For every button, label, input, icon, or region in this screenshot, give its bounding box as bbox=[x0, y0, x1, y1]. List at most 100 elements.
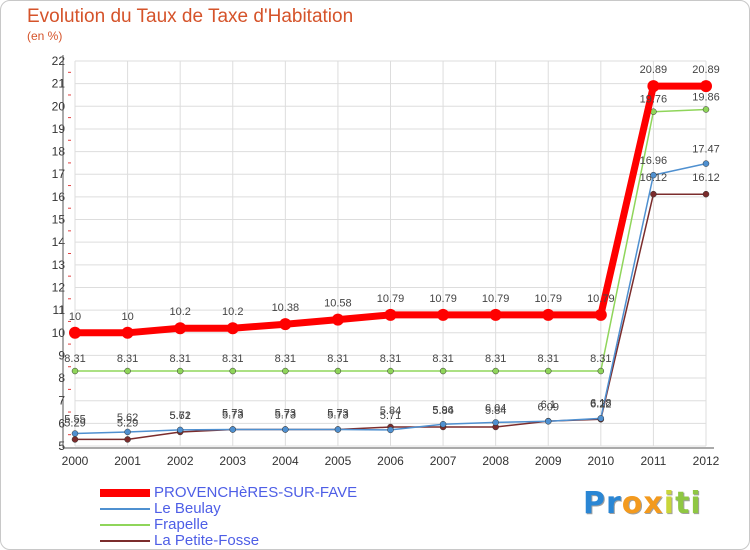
x-tick-label: 2002 bbox=[167, 454, 194, 468]
y-tick-label: 12 bbox=[52, 280, 66, 294]
y-tick-label: 8 bbox=[58, 371, 65, 385]
x-tick-label: 2001 bbox=[114, 454, 141, 468]
legend-label: Le Beulay bbox=[154, 500, 221, 517]
y-tick-label: 17 bbox=[52, 167, 66, 181]
x-tick-label: 2007 bbox=[430, 454, 457, 468]
logo-letter: r bbox=[606, 486, 622, 521]
data-label-2: 8.31 bbox=[327, 353, 348, 365]
data-label-0: 10.79 bbox=[482, 293, 510, 305]
data-label-0: 10.2 bbox=[169, 306, 190, 318]
y-tick-label: 11 bbox=[53, 303, 66, 317]
series-point-2 bbox=[334, 367, 342, 375]
data-label-2: 8.31 bbox=[222, 353, 243, 365]
logo-letter: i bbox=[690, 486, 702, 521]
x-tick-label: 2004 bbox=[272, 454, 299, 468]
series-point-3 bbox=[71, 436, 79, 443]
data-label-1: 5.73 bbox=[222, 409, 243, 421]
series-point-0 bbox=[542, 308, 555, 321]
data-label-0: 10.58 bbox=[324, 298, 352, 310]
series-point-3 bbox=[650, 190, 657, 198]
data-label-3: 5.29 bbox=[117, 417, 138, 429]
data-label-1: 5.62 bbox=[117, 412, 138, 424]
data-label-1: 6.22 bbox=[590, 398, 611, 410]
data-label-3: 6.18 bbox=[590, 397, 611, 409]
legend-swatch bbox=[100, 489, 150, 497]
series-point-1 bbox=[702, 160, 710, 167]
data-label-3: 5.84 bbox=[485, 405, 506, 417]
x-tick-label: 2003 bbox=[219, 454, 246, 468]
series-point-2 bbox=[282, 367, 289, 375]
y-tick-label: 14 bbox=[52, 235, 66, 249]
series-point-0 bbox=[594, 308, 607, 321]
data-label-0: 10.79 bbox=[534, 293, 562, 305]
series-point-0 bbox=[647, 80, 660, 93]
x-tick-label: 2006 bbox=[377, 454, 404, 468]
data-label-3: 5.84 bbox=[380, 405, 401, 417]
logo-letter: i bbox=[663, 486, 676, 521]
x-tick-label: 2009 bbox=[535, 454, 562, 468]
data-label-2: 8.31 bbox=[380, 353, 401, 365]
y-tick-label: 9 bbox=[58, 348, 65, 362]
series-point-3 bbox=[702, 190, 710, 198]
data-label-0: 10 bbox=[121, 311, 133, 323]
series-point-0 bbox=[384, 308, 397, 321]
series-point-1 bbox=[334, 426, 342, 433]
data-label-2: 8.31 bbox=[432, 353, 453, 365]
data-label-1: 6.04 bbox=[485, 402, 506, 414]
y-tick-label: 13 bbox=[52, 258, 66, 272]
data-label-2: 8.31 bbox=[590, 353, 611, 365]
y-tick-label: 15 bbox=[52, 213, 66, 227]
series-point-1 bbox=[492, 419, 499, 426]
data-label-0: 10.38 bbox=[272, 302, 300, 314]
legend-swatch bbox=[100, 508, 150, 510]
series-point-2 bbox=[545, 367, 552, 375]
y-tick-label: 16 bbox=[52, 190, 66, 204]
series-point-1 bbox=[176, 426, 184, 434]
y-tick-label: 19 bbox=[52, 122, 66, 136]
chart-title: Evolution du Taux de Taxe d'Habitation bbox=[27, 6, 354, 27]
series-point-2 bbox=[176, 367, 184, 375]
series-point-0 bbox=[331, 313, 344, 326]
data-label-3: 5.73 bbox=[222, 407, 243, 419]
series-layer bbox=[69, 80, 712, 443]
series-point-2 bbox=[702, 106, 710, 113]
series-point-1 bbox=[650, 171, 657, 179]
data-label-1: 17.47 bbox=[692, 144, 720, 156]
x-tick-label: 2005 bbox=[325, 454, 352, 468]
data-label-1: 5.73 bbox=[327, 409, 348, 421]
legend-swatch bbox=[100, 524, 150, 526]
series-point-2 bbox=[387, 367, 394, 375]
x-tick-label: 2000 bbox=[62, 454, 89, 468]
series-point-0 bbox=[700, 80, 712, 93]
data-label-3: 5.29 bbox=[64, 417, 85, 429]
data-label-0: 20.89 bbox=[692, 64, 720, 76]
data-label-2: 8.31 bbox=[538, 353, 559, 365]
y-tick-label: 7 bbox=[58, 394, 65, 408]
data-label-0: 10.79 bbox=[429, 293, 457, 305]
legend-label: Frapelle bbox=[154, 516, 209, 533]
data-label-2: 8.31 bbox=[64, 353, 85, 365]
x-tick-label: 2010 bbox=[587, 454, 614, 468]
grid-layer bbox=[74, 60, 707, 447]
data-label-3: 5.73 bbox=[327, 407, 348, 419]
data-label-3: 5.73 bbox=[275, 407, 296, 419]
data-label-2: 8.31 bbox=[117, 353, 138, 365]
series-point-1 bbox=[387, 426, 394, 434]
data-label-0: 10.79 bbox=[587, 293, 615, 305]
data-label-3: 5.84 bbox=[432, 405, 453, 417]
series-point-1 bbox=[229, 426, 236, 433]
series-point-2 bbox=[71, 367, 79, 375]
y-tick-label: 18 bbox=[52, 145, 66, 159]
x-tick-label: 2011 bbox=[641, 454, 667, 468]
y-tick-label: 10 bbox=[52, 326, 66, 340]
series-point-0 bbox=[489, 308, 502, 321]
series-point-1 bbox=[71, 430, 79, 437]
series-point-1 bbox=[545, 418, 552, 425]
series-point-2 bbox=[597, 367, 605, 375]
y-tick-label: 22 bbox=[52, 54, 66, 68]
y-tick-label: 5 bbox=[58, 439, 65, 453]
data-label-layer: 10 10 10.2 10.2 10.38 10.58 10.79 10.79 10.79 10.… bbox=[64, 64, 719, 429]
data-label-2: 8.31 bbox=[169, 353, 190, 365]
